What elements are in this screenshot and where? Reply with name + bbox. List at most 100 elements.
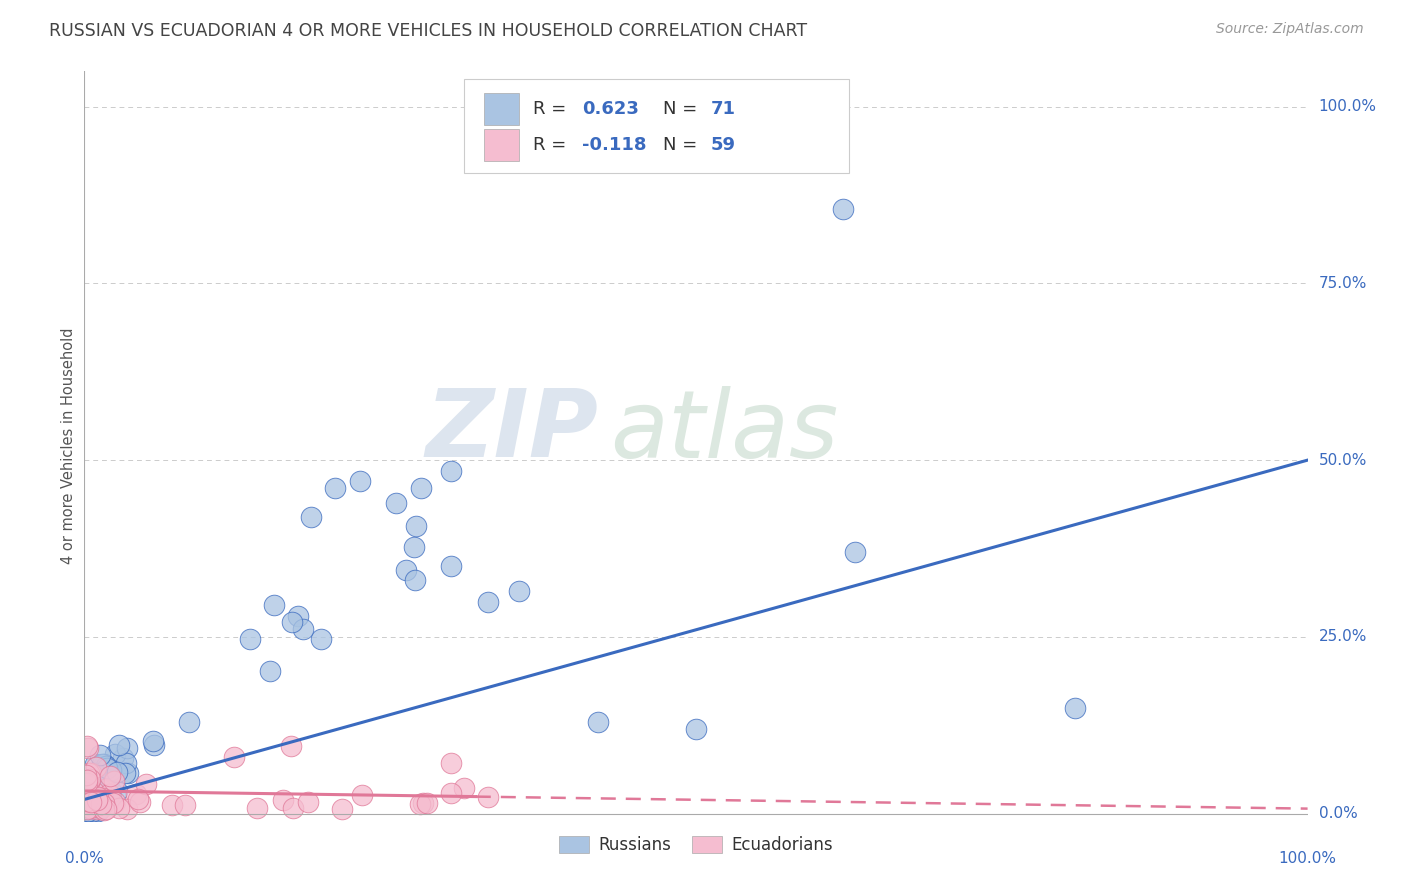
Point bbox=[77, 781, 100, 796]
Text: N =: N = bbox=[664, 136, 703, 153]
Point bbox=[104, 747, 127, 761]
Point bbox=[385, 495, 408, 509]
Text: R =: R = bbox=[533, 100, 572, 118]
Point bbox=[86, 770, 108, 784]
Point bbox=[75, 794, 97, 808]
FancyBboxPatch shape bbox=[484, 129, 519, 161]
Point bbox=[75, 781, 97, 796]
Point bbox=[89, 803, 111, 817]
Point bbox=[80, 796, 103, 810]
Point bbox=[94, 759, 117, 773]
Point bbox=[281, 615, 304, 629]
Legend: Russians, Ecuadorians: Russians, Ecuadorians bbox=[553, 830, 839, 861]
Text: R =: R = bbox=[533, 136, 572, 153]
Text: RUSSIAN VS ECUADORIAN 4 OR MORE VEHICLES IN HOUSEHOLD CORRELATION CHART: RUSSIAN VS ECUADORIAN 4 OR MORE VEHICLES… bbox=[49, 22, 807, 40]
Text: 0.0%: 0.0% bbox=[65, 851, 104, 866]
Point bbox=[280, 739, 302, 753]
Point bbox=[440, 756, 463, 770]
Point bbox=[77, 805, 100, 819]
Point bbox=[586, 714, 609, 729]
Point bbox=[84, 787, 107, 801]
Point bbox=[83, 790, 105, 805]
Text: 100.0%: 100.0% bbox=[1319, 99, 1376, 114]
Point bbox=[508, 583, 530, 598]
Point bbox=[114, 765, 136, 780]
Point bbox=[91, 790, 114, 805]
Point bbox=[77, 766, 100, 780]
Point bbox=[96, 761, 118, 775]
Point bbox=[94, 781, 117, 796]
Point bbox=[103, 796, 125, 810]
Point bbox=[83, 782, 105, 797]
Point bbox=[76, 739, 98, 753]
Point bbox=[104, 796, 127, 810]
Point bbox=[90, 800, 112, 814]
Point bbox=[77, 793, 100, 807]
Point bbox=[77, 797, 100, 812]
Point bbox=[83, 785, 105, 799]
Point bbox=[409, 797, 432, 812]
Point bbox=[83, 766, 105, 780]
Point bbox=[98, 773, 121, 788]
Point bbox=[90, 781, 112, 796]
Point bbox=[477, 789, 499, 804]
FancyBboxPatch shape bbox=[464, 78, 849, 172]
Point bbox=[100, 763, 122, 777]
Point bbox=[412, 796, 434, 810]
Text: 0.0%: 0.0% bbox=[1319, 806, 1357, 821]
Point bbox=[405, 518, 427, 533]
Point bbox=[100, 784, 122, 798]
Point bbox=[91, 787, 114, 801]
Point bbox=[93, 756, 115, 771]
Point bbox=[246, 801, 269, 815]
Point bbox=[114, 756, 136, 770]
Point bbox=[96, 783, 118, 797]
Point bbox=[82, 785, 104, 799]
Point bbox=[87, 790, 110, 805]
Point bbox=[80, 797, 103, 812]
Point bbox=[79, 801, 101, 815]
Point bbox=[142, 739, 165, 753]
Point bbox=[416, 796, 439, 810]
Point bbox=[76, 773, 98, 788]
Text: atlas: atlas bbox=[610, 385, 838, 476]
Point bbox=[77, 805, 100, 819]
FancyBboxPatch shape bbox=[484, 93, 519, 125]
Point bbox=[105, 783, 128, 797]
Point bbox=[127, 792, 149, 806]
Point bbox=[177, 714, 200, 729]
Point bbox=[281, 801, 304, 815]
Point bbox=[84, 802, 107, 816]
Point bbox=[80, 765, 103, 780]
Point bbox=[75, 768, 97, 782]
Point bbox=[162, 798, 184, 813]
Point bbox=[349, 475, 371, 489]
Point bbox=[115, 802, 138, 816]
Text: 100.0%: 100.0% bbox=[1278, 851, 1337, 866]
Text: 71: 71 bbox=[710, 100, 735, 118]
Point bbox=[1064, 700, 1087, 714]
Point bbox=[291, 622, 314, 636]
Text: 25.0%: 25.0% bbox=[1319, 630, 1367, 644]
Point bbox=[86, 793, 108, 807]
Point bbox=[299, 509, 322, 524]
Point bbox=[108, 739, 131, 753]
Point bbox=[79, 780, 101, 794]
Point bbox=[94, 802, 117, 816]
Y-axis label: 4 or more Vehicles in Household: 4 or more Vehicles in Household bbox=[60, 327, 76, 565]
Point bbox=[323, 482, 346, 496]
Point bbox=[239, 632, 262, 646]
Point bbox=[297, 795, 319, 809]
Point bbox=[440, 464, 463, 478]
Point bbox=[100, 791, 122, 805]
Point bbox=[330, 801, 353, 815]
Point bbox=[453, 781, 475, 796]
Point bbox=[82, 805, 104, 819]
Point bbox=[125, 787, 148, 801]
Text: 59: 59 bbox=[710, 136, 735, 153]
Point bbox=[844, 545, 866, 559]
Point bbox=[98, 769, 121, 783]
Point bbox=[352, 789, 374, 803]
Point bbox=[174, 797, 197, 812]
Point bbox=[404, 540, 426, 554]
